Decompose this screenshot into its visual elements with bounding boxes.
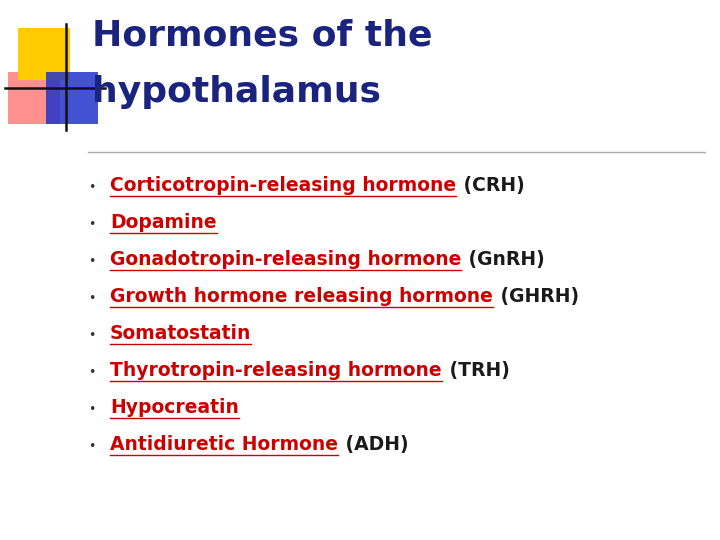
Text: (ADH): (ADH) <box>339 435 409 454</box>
Text: (GnRH): (GnRH) <box>462 250 545 269</box>
Text: (CRH): (CRH) <box>457 176 525 195</box>
Text: Antidiuretic Hormone: Antidiuretic Hormone <box>110 435 338 454</box>
Text: Dopamine: Dopamine <box>110 213 217 232</box>
Text: Hormones of the: Hormones of the <box>92 18 433 52</box>
Text: Growth hormone releasing hormone: Growth hormone releasing hormone <box>110 287 493 306</box>
Text: Somatostatin: Somatostatin <box>110 324 251 343</box>
Text: •: • <box>89 218 96 231</box>
Text: •: • <box>89 255 96 268</box>
Bar <box>46 72 98 124</box>
Text: hypothalamus: hypothalamus <box>92 75 381 109</box>
Text: Gonadotropin-releasing hormone: Gonadotropin-releasing hormone <box>110 250 462 269</box>
Bar <box>18 28 70 80</box>
Text: Corticotropin-releasing hormone: Corticotropin-releasing hormone <box>110 176 456 195</box>
Text: Hypocreatin: Hypocreatin <box>110 398 239 417</box>
Text: •: • <box>89 181 96 194</box>
Text: •: • <box>89 329 96 342</box>
Text: Thyrotropin-releasing hormone: Thyrotropin-releasing hormone <box>110 361 441 380</box>
Text: (TRH): (TRH) <box>443 361 510 380</box>
Text: •: • <box>89 440 96 453</box>
Text: •: • <box>89 403 96 416</box>
Text: •: • <box>89 292 96 305</box>
Text: •: • <box>89 366 96 379</box>
Text: (GHRH): (GHRH) <box>494 287 579 306</box>
Bar <box>8 72 60 124</box>
